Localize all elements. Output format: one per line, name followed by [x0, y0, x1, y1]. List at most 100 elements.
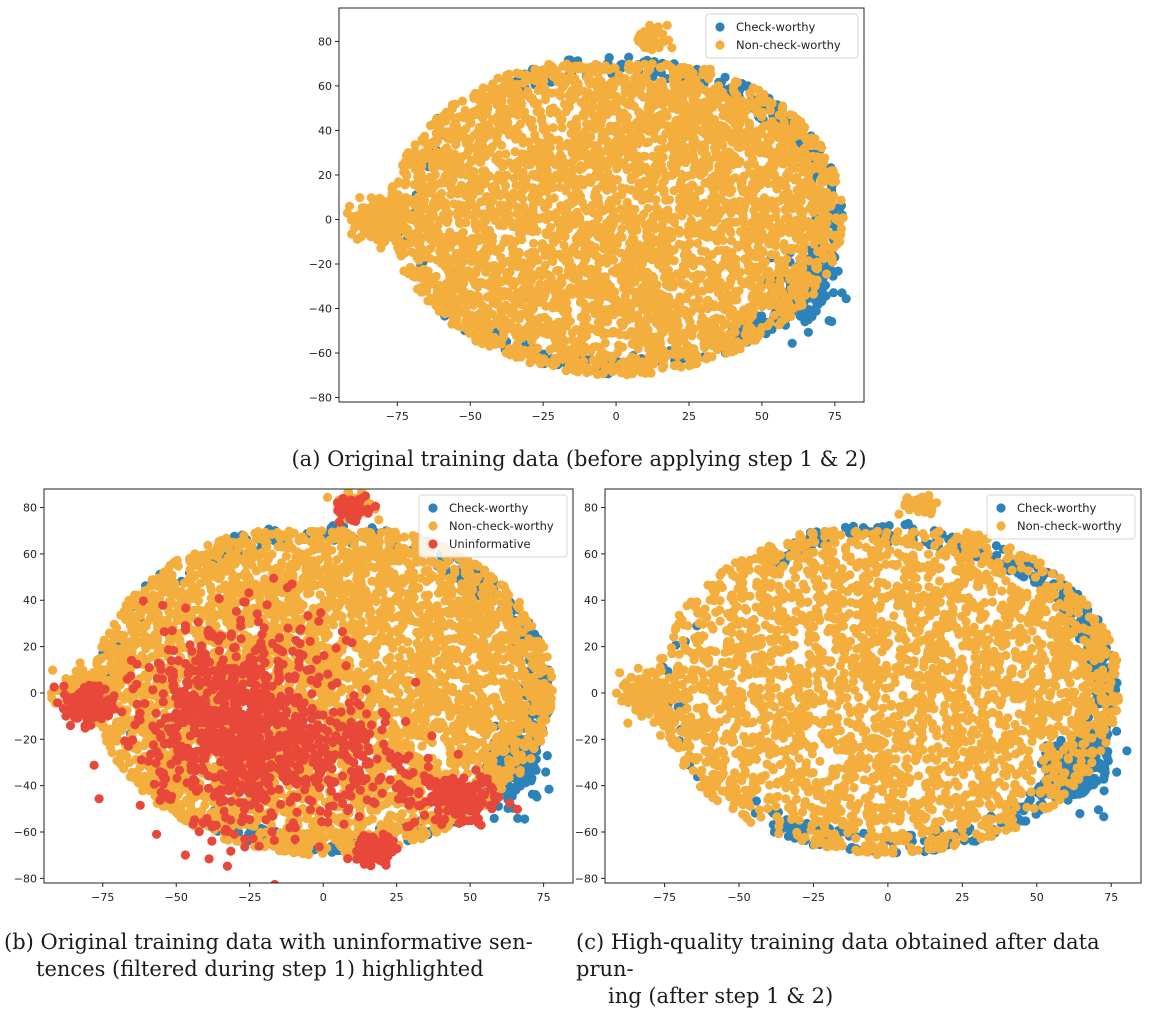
scatter-point — [767, 230, 776, 239]
scatter-point — [757, 323, 766, 332]
scatter-point — [451, 266, 460, 275]
scatter-point — [585, 159, 594, 168]
y-tick-label: −40 — [309, 303, 332, 316]
scatter-point — [622, 331, 631, 340]
scatter-point — [804, 328, 813, 337]
scatter-point — [755, 217, 764, 226]
scatter-point — [528, 94, 537, 103]
scatter-point — [541, 302, 550, 311]
scatter-point — [445, 154, 454, 163]
scatter-point — [456, 274, 465, 283]
scatter-point — [654, 289, 663, 298]
scatter-point — [497, 141, 506, 150]
scatter-point — [697, 231, 706, 240]
scatter-point — [557, 278, 566, 287]
scatter-point — [547, 274, 556, 283]
scatter-point — [471, 221, 480, 230]
scatter-point — [617, 224, 626, 233]
scatter-point — [447, 169, 456, 178]
scatter-point — [768, 152, 777, 161]
scatter-point — [778, 101, 787, 110]
x-tick-label: −75 — [386, 410, 409, 423]
scatter-point — [789, 277, 798, 286]
scatter-point — [598, 133, 607, 142]
scatter-point — [747, 324, 756, 333]
scatter-point — [629, 147, 638, 156]
scatter-point — [586, 79, 595, 88]
scatter-point — [766, 271, 775, 280]
scatter-point — [640, 72, 649, 81]
scatter-point — [651, 195, 660, 204]
scatter-point — [739, 316, 748, 325]
scatter-point — [724, 96, 733, 105]
scatter-point — [651, 162, 660, 171]
scatter-point — [594, 259, 603, 268]
y-tick-label: 40 — [318, 124, 332, 137]
scatter-point — [692, 141, 701, 150]
scatter-point — [805, 152, 814, 161]
scatter-point — [651, 212, 660, 221]
scatter-point — [687, 331, 696, 340]
scatter-point — [755, 294, 764, 303]
scatter-point — [438, 300, 447, 309]
scatter-point — [718, 155, 727, 164]
scatter-point — [472, 265, 481, 274]
scatter-point — [458, 152, 467, 161]
scatter-point — [355, 193, 364, 202]
scatter-point — [539, 325, 548, 334]
scatter-point — [726, 255, 735, 264]
scatter-point — [450, 128, 459, 137]
scatter-point — [771, 121, 780, 130]
scatter-point — [509, 281, 518, 290]
scatter-point — [745, 250, 754, 259]
scatter-point — [810, 185, 819, 194]
scatter-point — [827, 253, 836, 262]
scatter-point — [634, 65, 643, 74]
scatter-point — [445, 228, 454, 237]
scatter-point — [591, 342, 600, 351]
scatter-point — [697, 271, 706, 280]
scatter-point — [685, 230, 694, 239]
scatter-point — [432, 129, 441, 138]
scatter-point — [836, 196, 845, 205]
scatter-point — [572, 187, 581, 196]
x-tick-label: 25 — [682, 410, 696, 423]
scatter-point — [706, 284, 715, 293]
scatter-point — [631, 299, 640, 308]
scatter-point — [465, 144, 474, 153]
scatter-point — [713, 246, 722, 255]
legend-marker — [715, 22, 724, 31]
scatter-point — [665, 248, 674, 257]
scatter-point — [489, 83, 498, 92]
scatter-point — [467, 157, 476, 166]
scatter-point — [670, 361, 679, 370]
scatter-point — [525, 313, 534, 322]
scatter-point — [655, 307, 664, 316]
scatter-point — [785, 292, 794, 301]
scatter-point — [441, 308, 450, 317]
scatter-point — [822, 269, 831, 278]
scatter-point — [813, 221, 822, 230]
scatter-point — [646, 332, 655, 341]
scatter-point — [728, 305, 737, 314]
scatter-point — [740, 235, 749, 244]
scatter-point — [758, 96, 767, 105]
scatter-point — [527, 260, 536, 269]
scatter-point — [757, 174, 766, 183]
scatter-point — [820, 177, 829, 186]
scatter-point — [558, 123, 567, 132]
y-tick-label: 20 — [318, 169, 332, 182]
scatter-point — [712, 314, 721, 323]
scatter-point — [492, 92, 501, 101]
scatter-point — [747, 159, 756, 168]
scatter-point — [494, 100, 503, 109]
scatter-point — [631, 164, 640, 173]
scatter-point — [500, 214, 509, 223]
scatter-point — [517, 99, 526, 108]
scatter-point — [531, 355, 540, 364]
scatter-point — [601, 338, 610, 347]
scatter-point — [536, 214, 545, 223]
